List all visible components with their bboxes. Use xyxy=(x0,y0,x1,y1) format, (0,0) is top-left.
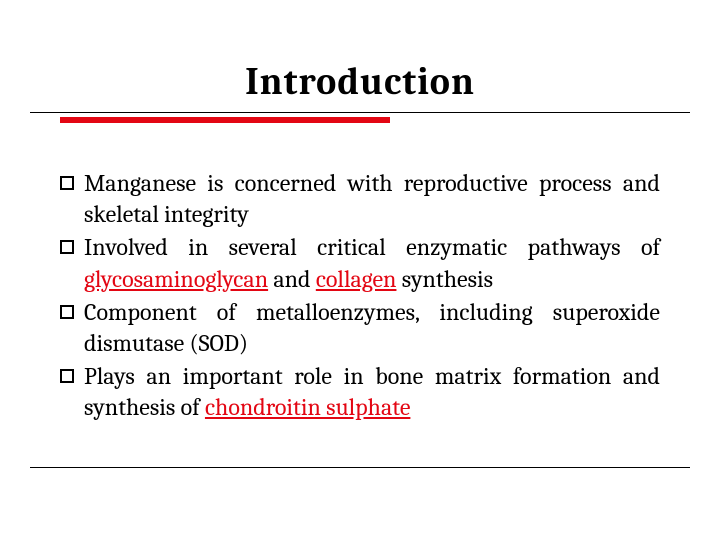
bullet-text: Plays an important role in bone matrix f… xyxy=(84,361,660,423)
bullet-text: Involved in several critical enzymatic p… xyxy=(84,232,660,294)
highlight-term: glycosaminoglycan xyxy=(84,265,268,293)
bullet-text: Component of metalloenzymes, including s… xyxy=(84,297,660,359)
square-bullet-icon xyxy=(60,176,74,190)
highlight-term: collagen xyxy=(316,265,397,293)
bullet-item: Component of metalloenzymes, including s… xyxy=(60,297,660,359)
slide-container: Introduction Manganese is concerned with… xyxy=(0,0,720,540)
content-area: Manganese is concerned with reproductive… xyxy=(30,168,690,424)
square-bullet-icon xyxy=(60,240,74,254)
bottom-thin-line xyxy=(30,467,690,468)
highlight-term: chondroitin sulphate xyxy=(205,393,410,421)
bullet-item: Manganese is concerned with reproductive… xyxy=(60,168,660,230)
title-thick-underline xyxy=(60,117,390,123)
title-block: Introduction xyxy=(30,60,690,104)
bullet-item: Involved in several critical enzymatic p… xyxy=(60,232,660,294)
title-thin-underline xyxy=(30,112,690,113)
square-bullet-icon xyxy=(60,369,74,383)
slide-title: Introduction xyxy=(245,60,475,104)
bullet-item: Plays an important role in bone matrix f… xyxy=(60,361,660,423)
bullet-text: Manganese is concerned with reproductive… xyxy=(84,168,660,230)
square-bullet-icon xyxy=(60,305,74,319)
